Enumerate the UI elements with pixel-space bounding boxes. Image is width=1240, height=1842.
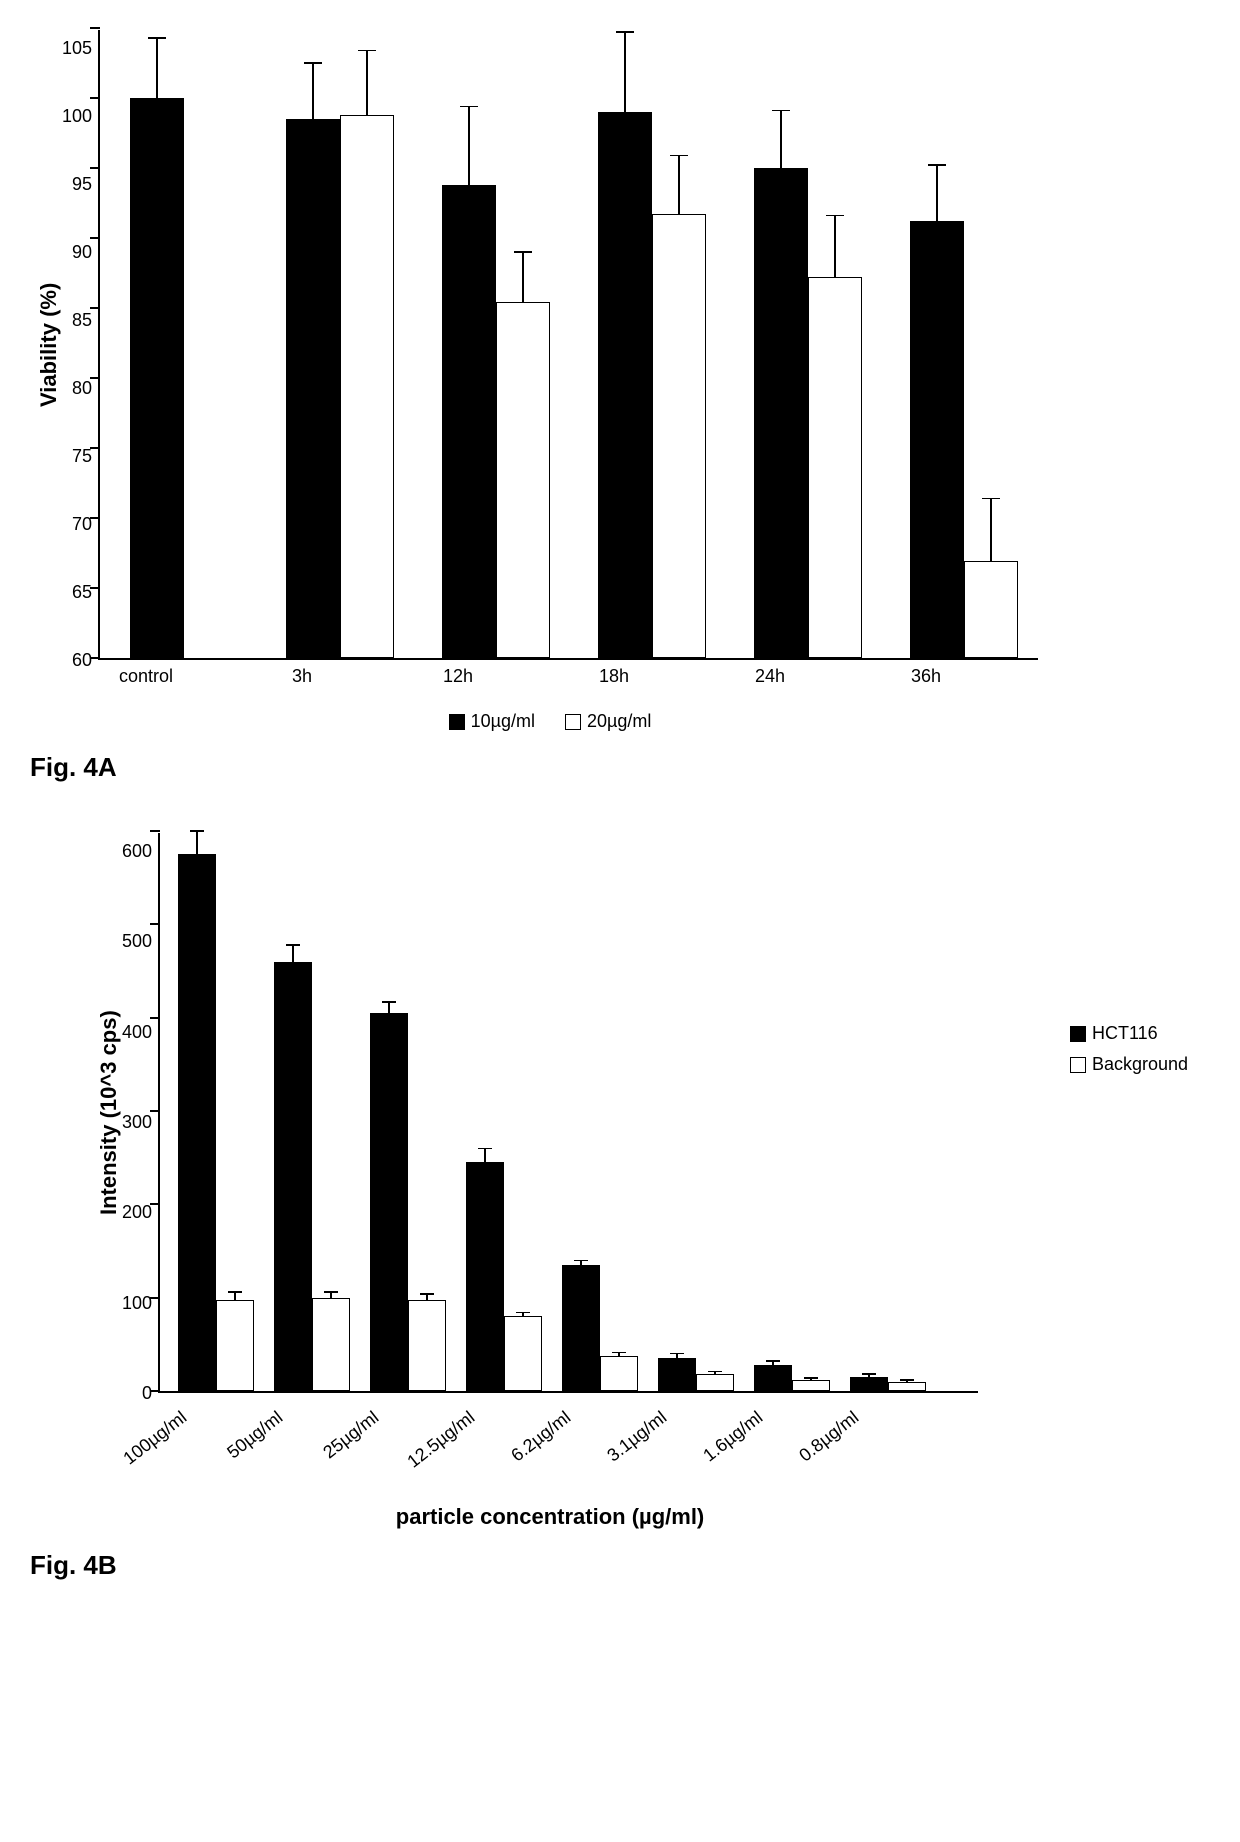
y-tick-label: 80 — [72, 379, 92, 397]
bar — [130, 98, 184, 658]
legend: HCT116 Background — [1070, 1023, 1188, 1075]
bar — [910, 221, 964, 658]
y-tick-label: 95 — [72, 175, 92, 193]
bar — [274, 962, 312, 1391]
bar — [600, 1356, 638, 1391]
bar — [340, 115, 394, 658]
plot-area: HCT116Background — [158, 833, 978, 1393]
y-axis-label: Intensity (10^3 cps) — [90, 833, 122, 1393]
y-ticks: 0100200300400500600 — [122, 833, 158, 1393]
x-tick-label: 12.5µg/ml — [403, 1407, 479, 1472]
y-tick-label: 200 — [122, 1203, 152, 1221]
x-tick-label: 6.2µg/ml — [507, 1407, 575, 1466]
x-tick-label: 50µg/ml — [223, 1407, 287, 1463]
bar — [888, 1382, 926, 1391]
legend-label: Background — [1092, 1054, 1188, 1075]
x-tick-label: 18h — [599, 666, 629, 687]
y-tick-label: 100 — [122, 1294, 152, 1312]
legend-label: HCT116 — [1092, 1023, 1158, 1044]
bar — [652, 214, 706, 658]
bar — [696, 1374, 734, 1391]
x-tick-label: 12h — [443, 666, 473, 687]
bar — [442, 185, 496, 658]
x-ticks: control3h12h18h24h36h — [62, 660, 1002, 661]
x-tick-label: 0.8µg/ml — [795, 1407, 863, 1466]
chart-a: Viability (%) 6065707580859095100105 con… — [30, 30, 1210, 732]
bar — [466, 1162, 504, 1391]
bar — [658, 1358, 696, 1391]
legend: 10µg/ml 20µg/ml — [62, 711, 1038, 732]
bar — [216, 1300, 254, 1391]
y-axis-label: Viability (%) — [30, 30, 62, 660]
bar — [370, 1013, 408, 1391]
y-tick-label: 70 — [72, 515, 92, 533]
bar — [850, 1377, 888, 1391]
x-tick-label: 3h — [292, 666, 312, 687]
bar — [504, 1316, 542, 1391]
legend-swatch — [1070, 1057, 1086, 1073]
y-tick-label: 65 — [72, 583, 92, 601]
y-tick-label: 75 — [72, 447, 92, 465]
bar — [408, 1300, 446, 1391]
x-tick-label: 3.1µg/ml — [603, 1407, 671, 1466]
x-tick-label: 36h — [911, 666, 941, 687]
chart-b: Intensity (10^3 cps) 0100200300400500600… — [90, 833, 1210, 1530]
y-tick-label: 600 — [122, 842, 152, 860]
y-ticks: 6065707580859095100105 — [62, 30, 98, 660]
x-tick-label: 100µg/ml — [119, 1407, 191, 1469]
x-axis-label: particle concentration (µg/ml) — [122, 1504, 978, 1530]
bar — [808, 277, 862, 658]
x-ticks: 100µg/ml50µg/ml25µg/ml12.5µg/ml6.2µg/ml3… — [122, 1393, 942, 1394]
y-tick-label: 85 — [72, 311, 92, 329]
legend-item: Background — [1070, 1054, 1188, 1075]
bar — [754, 1365, 792, 1391]
x-tick-label: control — [119, 666, 173, 687]
y-tick-label: 300 — [122, 1113, 152, 1131]
y-tick-label: 500 — [122, 932, 152, 950]
figure-4b: Intensity (10^3 cps) 0100200300400500600… — [30, 833, 1210, 1581]
y-tick-label: 100 — [62, 107, 92, 125]
bar — [178, 854, 216, 1391]
x-tick-label: 25µg/ml — [319, 1407, 383, 1463]
y-tick-label: 105 — [62, 39, 92, 57]
bar — [312, 1298, 350, 1391]
y-tick-label: 90 — [72, 243, 92, 261]
bar — [792, 1380, 830, 1391]
bar — [598, 112, 652, 658]
figure-4a: Viability (%) 6065707580859095100105 con… — [30, 30, 1210, 783]
legend-item: HCT116 — [1070, 1023, 1188, 1044]
legend-item: 10µg/ml — [449, 711, 535, 732]
bar — [964, 561, 1018, 658]
plot-area — [98, 30, 1038, 660]
legend-label: 20µg/ml — [587, 711, 651, 732]
legend-label: 10µg/ml — [471, 711, 535, 732]
y-tick-label: 400 — [122, 1023, 152, 1041]
figure-caption: Fig. 4A — [30, 752, 1210, 783]
bar — [286, 119, 340, 658]
figure-caption: Fig. 4B — [30, 1550, 1210, 1581]
legend-swatch — [565, 714, 581, 730]
x-tick-label: 1.6µg/ml — [699, 1407, 767, 1466]
x-tick-label: 24h — [755, 666, 785, 687]
legend-item: 20µg/ml — [565, 711, 651, 732]
bar — [754, 168, 808, 658]
bar — [562, 1265, 600, 1391]
legend-swatch — [449, 714, 465, 730]
bar — [496, 302, 550, 658]
legend-swatch — [1070, 1026, 1086, 1042]
